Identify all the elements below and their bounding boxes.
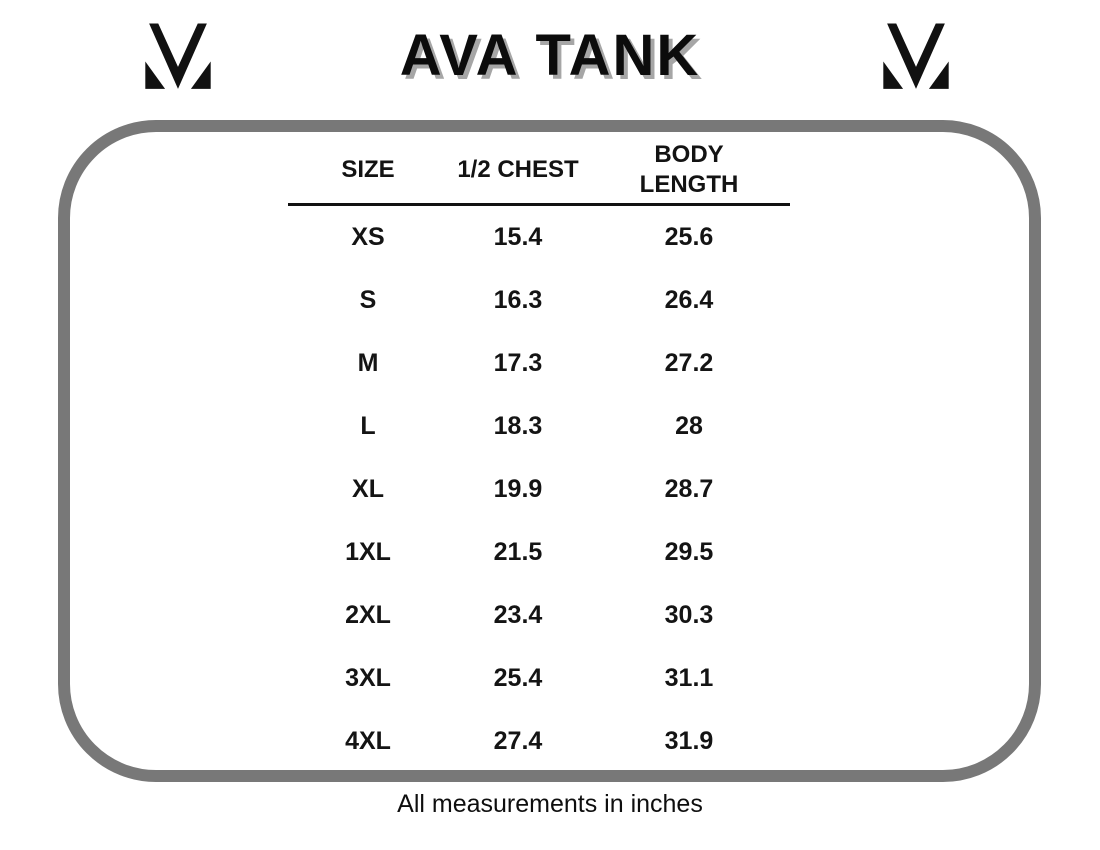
body-length-value: 31.1 [664,664,714,692]
half-chest-value: 18.3 [493,412,543,440]
page-title: AVA TANK [399,23,701,88]
body-length-value: 27.2 [664,349,714,377]
body-length-value: 31.9 [664,727,714,755]
table-row: 2XL 23.4 30.3 [288,584,790,647]
size-label: 4XL [345,727,391,755]
table-row: 3XL 25.4 31.1 [288,647,790,710]
body-length-value: 30.3 [664,601,714,629]
size-label: L [360,412,376,440]
size-label: 3XL [345,664,391,692]
size-table-header: SIZE 1/2 CHEST BODY LENGTH [288,138,790,202]
mv-monogram-icon [883,23,949,89]
size-label: 1XL [345,538,391,566]
half-chest-value: 17.3 [493,349,543,377]
measurement-unit-note: All measurements in inches [397,790,703,818]
size-label: XS [351,223,385,251]
body-length-value: 25.6 [664,223,714,251]
half-chest-value: 21.5 [493,538,543,566]
mv-monogram-icon [145,23,211,89]
table-row: S 16.3 26.4 [288,269,790,332]
column-header-half-chest: 1/2 CHEST [457,156,579,183]
table-row: XL 19.9 28.7 [288,458,790,521]
body-length-value: 28 [675,412,703,440]
header-divider-line [288,203,790,206]
table-row: M 17.3 27.2 [288,332,790,395]
size-label: S [359,286,377,314]
table-row: 4XL 27.4 31.9 [288,710,790,773]
table-row: L 18.3 28 [288,395,790,458]
half-chest-value: 23.4 [493,601,543,629]
size-label: 2XL [345,601,391,629]
table-row: XS 15.4 25.6 [288,206,790,269]
half-chest-value: 27.4 [493,727,543,755]
half-chest-value: 25.4 [493,664,543,692]
size-label: XL [352,475,384,503]
half-chest-value: 16.3 [493,286,543,314]
table-row: 1XL 21.5 29.5 [288,521,790,584]
chart-frame [58,120,1041,782]
brand-logo-left [140,23,216,91]
size-label: M [357,349,379,377]
body-length-value: 29.5 [664,538,714,566]
half-chest-value: 19.9 [493,475,543,503]
size-table: SIZE 1/2 CHEST BODY LENGTH XS 15.4 25.6 … [288,138,790,773]
column-header-body-length: BODY LENGTH [639,141,739,198]
brand-logo-right [878,23,954,91]
body-length-value: 26.4 [664,286,714,314]
half-chest-value: 15.4 [493,223,543,251]
body-length-value: 28.7 [664,475,714,503]
column-header-size: SIZE [341,156,395,183]
